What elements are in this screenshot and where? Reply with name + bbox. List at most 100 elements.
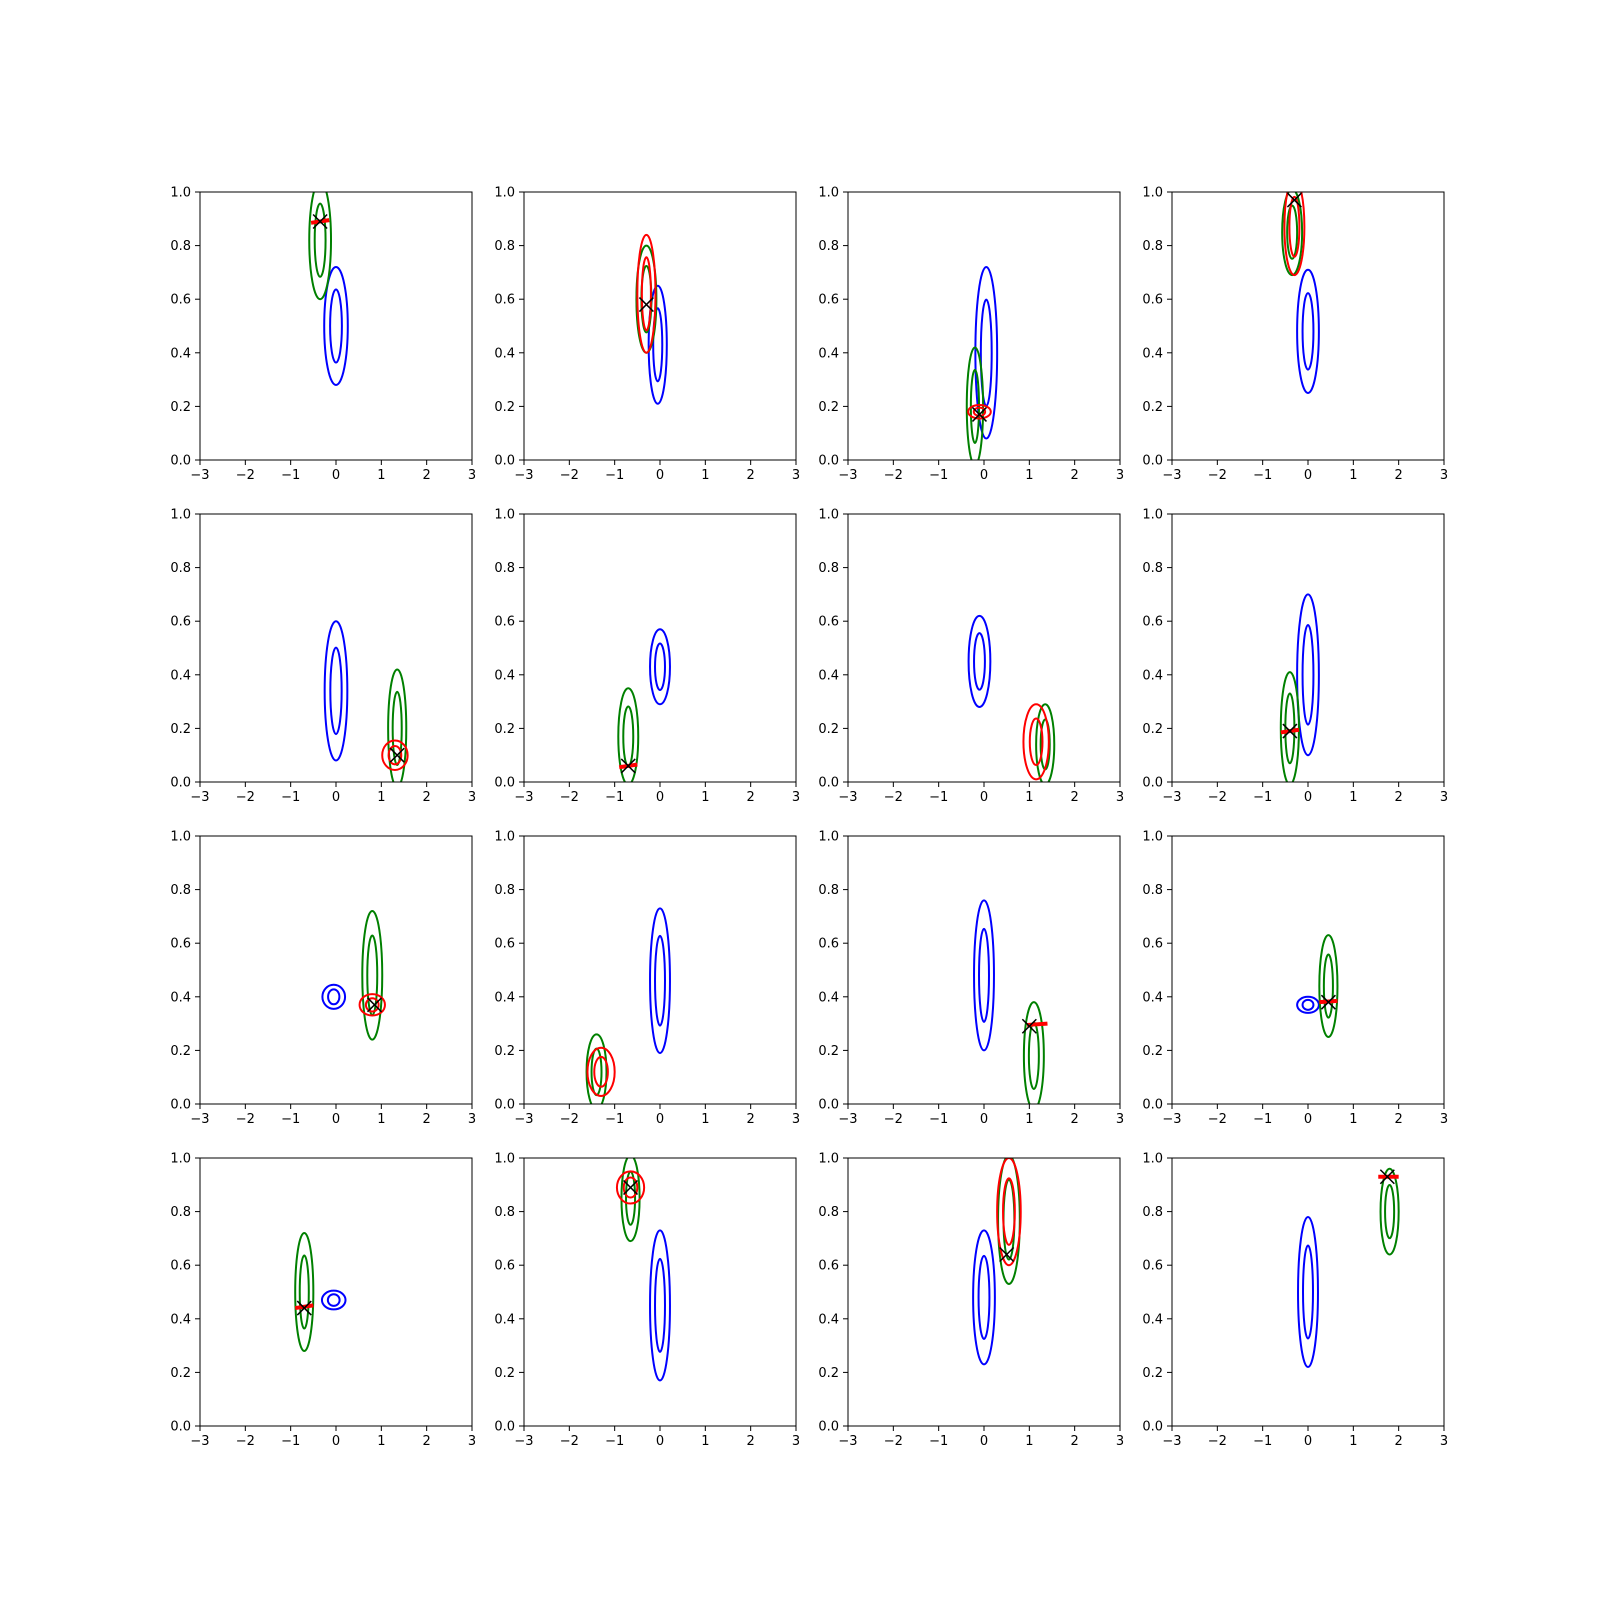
y-tick-label: 0.6	[170, 615, 191, 630]
x-tick-label: 1	[377, 790, 385, 805]
y-tick-label: 0.6	[494, 937, 515, 952]
x-tick-label: −1	[605, 1434, 624, 1449]
blue-contour-outer	[967, 614, 992, 708]
plot-area	[323, 620, 409, 782]
red-segment	[294, 1303, 314, 1311]
y-tick-label: 0.2	[494, 1366, 515, 1381]
y-tick-label: 0.0	[494, 1098, 515, 1113]
subplot-1: −3 −2 −1 0 1 2 3 0.0 0.2 0.4 0.6 0.8 1.0	[170, 186, 476, 484]
red-contour-outer	[1283, 192, 1306, 277]
green-contour-outer	[1318, 934, 1339, 1039]
red-contour-outer	[615, 1170, 646, 1205]
x-tick-label: −2	[236, 1434, 255, 1449]
y-tick-label: 0.2	[1142, 722, 1163, 737]
blue-contour-inner	[326, 1293, 341, 1307]
x-marker	[1282, 723, 1298, 739]
blue-contour-inner	[329, 646, 343, 736]
subplot-9: −3 −2 −1 0 1 2 3 0.0 0.2 0.4 0.6 0.8 1.0	[170, 830, 476, 1128]
y-tick-label: 1.0	[1142, 186, 1163, 201]
red-contour-inner	[387, 745, 403, 766]
y-tick-label: 0.2	[818, 1366, 839, 1381]
red-contour-outer	[381, 739, 409, 771]
y-tick-label: 0.6	[494, 1259, 515, 1274]
red-contour-outer	[1022, 703, 1050, 781]
y-tick-label: 0.8	[818, 239, 839, 254]
y-tick-label: 0.6	[818, 293, 839, 308]
y-tick-label: 0.8	[1142, 239, 1163, 254]
y-tick-label: 1.0	[1142, 1152, 1163, 1167]
y-tick-label: 1.0	[1142, 508, 1163, 523]
x-tick-label: 0	[980, 1112, 988, 1127]
x-marker	[1320, 994, 1336, 1010]
x-tick-label: 0	[980, 1434, 988, 1449]
x-tick-label: 3	[1116, 1434, 1124, 1449]
x-tick-label: 2	[423, 790, 431, 805]
plot-area	[973, 899, 1048, 1104]
axes-frame	[523, 1157, 797, 1427]
y-tick-label: 0.4	[170, 990, 191, 1005]
red-contour-inner	[622, 1176, 639, 1199]
x-tick-label: −1	[281, 790, 300, 805]
x-tick-label: −2	[884, 468, 903, 483]
x-tick-label: −1	[929, 790, 948, 805]
blue-contour-outer	[649, 907, 671, 1055]
blue-contour-outer	[320, 1289, 347, 1311]
x-tick-label: −2	[1208, 1112, 1227, 1127]
x-tick-label: 3	[1440, 1434, 1448, 1449]
x-tick-label: −3	[838, 1112, 857, 1127]
x-tick-label: −3	[1162, 1112, 1181, 1127]
axes-frame	[1171, 513, 1445, 783]
x-tick-label: −1	[605, 1112, 624, 1127]
axes-frame	[847, 835, 1121, 1105]
x-tick-label: 1	[1025, 468, 1033, 483]
x-marker	[971, 406, 987, 422]
blue-contour-outer	[321, 983, 347, 1010]
y-tick-label: 0.4	[818, 668, 839, 683]
blue-contour-outer	[1296, 268, 1320, 394]
x-tick-label: −2	[560, 1112, 579, 1127]
x-tick-label: 2	[747, 468, 755, 483]
y-tick-label: 0.6	[1142, 293, 1163, 308]
x-tick-label: −3	[190, 790, 209, 805]
x-tick-label: −1	[605, 790, 624, 805]
y-tick-label: 0.2	[170, 722, 191, 737]
blue-contour-inner	[977, 1254, 991, 1340]
x-tick-label: −2	[236, 1112, 255, 1127]
y-tick-label: 0.8	[170, 1205, 191, 1220]
x-tick-label: 3	[792, 790, 800, 805]
y-tick-label: 0.4	[1142, 346, 1163, 361]
x-marker	[638, 297, 654, 313]
subplot-5: −3 −2 −1 0 1 2 3 0.0 0.2 0.4 0.6 0.8 1.0	[170, 508, 476, 806]
x-tick-label: 1	[701, 1434, 709, 1449]
x-tick-label: 0	[1304, 1112, 1312, 1127]
red-contour-inner	[364, 997, 380, 1013]
x-tick-label: −3	[190, 468, 209, 483]
x-tick-label: −2	[560, 790, 579, 805]
x-tick-label: 0	[332, 1112, 340, 1127]
y-tick-label: 0.2	[494, 400, 515, 415]
y-tick-label: 0.6	[494, 615, 515, 630]
x-tick-label: −3	[1162, 468, 1181, 483]
x-tick-label: 3	[792, 1434, 800, 1449]
y-tick-label: 1.0	[818, 830, 839, 845]
plot-area	[1279, 593, 1320, 782]
x-tick-label: −2	[884, 790, 903, 805]
x-tick-label: 1	[1025, 790, 1033, 805]
blue-contour-outer	[974, 266, 999, 440]
y-tick-label: 0.2	[494, 722, 515, 737]
red-contour-outer	[636, 233, 657, 354]
axes-frame	[199, 1157, 473, 1427]
x-marker	[620, 758, 636, 774]
x-tick-label: 3	[792, 1112, 800, 1127]
plot-area	[972, 1158, 1022, 1366]
y-tick-label: 0.4	[1142, 990, 1163, 1005]
subplot-2: −3 −2 −1 0 1 2 3 0.0 0.2 0.4 0.6 0.8 1.0	[494, 186, 800, 484]
red-contour-inner	[1288, 195, 1301, 258]
x-tick-label: −1	[1253, 468, 1272, 483]
plot-area	[635, 233, 668, 405]
y-tick-label: 0.0	[170, 1420, 191, 1435]
x-tick-label: 0	[656, 1112, 664, 1127]
x-tick-label: −3	[514, 790, 533, 805]
y-tick-label: 1.0	[170, 830, 191, 845]
green-contour-outer	[361, 910, 384, 1041]
